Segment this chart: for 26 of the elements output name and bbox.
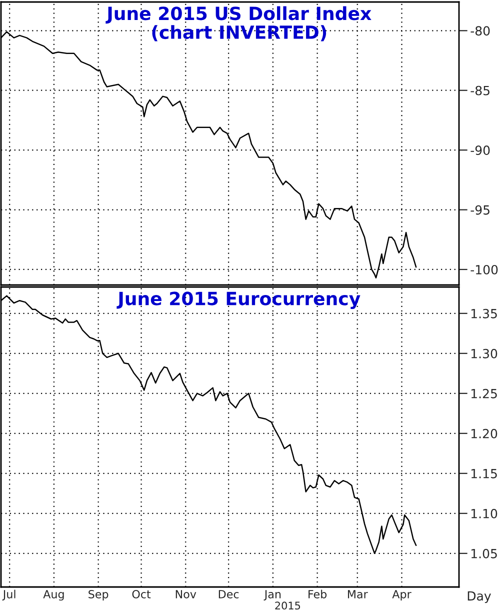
x-axis-title: Day — [468, 591, 491, 604]
x-tick-label: Mar — [348, 590, 368, 598]
x-tick-label: Aug — [43, 590, 64, 601]
y-tick-label: 1.25 — [471, 388, 497, 398]
y-tick-label: -90 — [470, 146, 490, 155]
text: 2015 — [275, 602, 300, 610]
y-tick-label: 1.15 — [471, 469, 497, 478]
x-tick-label: Apr — [392, 590, 412, 601]
x-tick-label: Jan — [264, 590, 281, 600]
text: June 2015 US Dollar Index (chart INVERTED) — [106, 6, 372, 42]
y-tick-label: -100 — [470, 264, 498, 274]
x-tick-label: Nov — [176, 590, 196, 598]
x-tick-label: Jul — [2, 590, 16, 600]
y-tick-label: 1.10 — [471, 508, 498, 518]
y-tick-label: -80 — [470, 26, 490, 36]
y-tick-label: 1.30 — [471, 348, 498, 358]
y-tick-label: 1.05 — [471, 548, 497, 558]
x-tick-label: Sep — [88, 590, 108, 601]
x-tick-label: Oct — [132, 590, 151, 598]
x-tick-label: Dec — [218, 590, 239, 598]
y-tick-label: -85 — [470, 86, 490, 96]
chart-title: June 2015 Eurocurrency — [116, 292, 360, 309]
y-tick-label: 1.20 — [471, 428, 498, 438]
x-tick-label: Feb — [308, 590, 327, 598]
y-tick-label: 1.35 — [471, 308, 497, 318]
y-tick-label: -95 — [470, 205, 490, 215]
